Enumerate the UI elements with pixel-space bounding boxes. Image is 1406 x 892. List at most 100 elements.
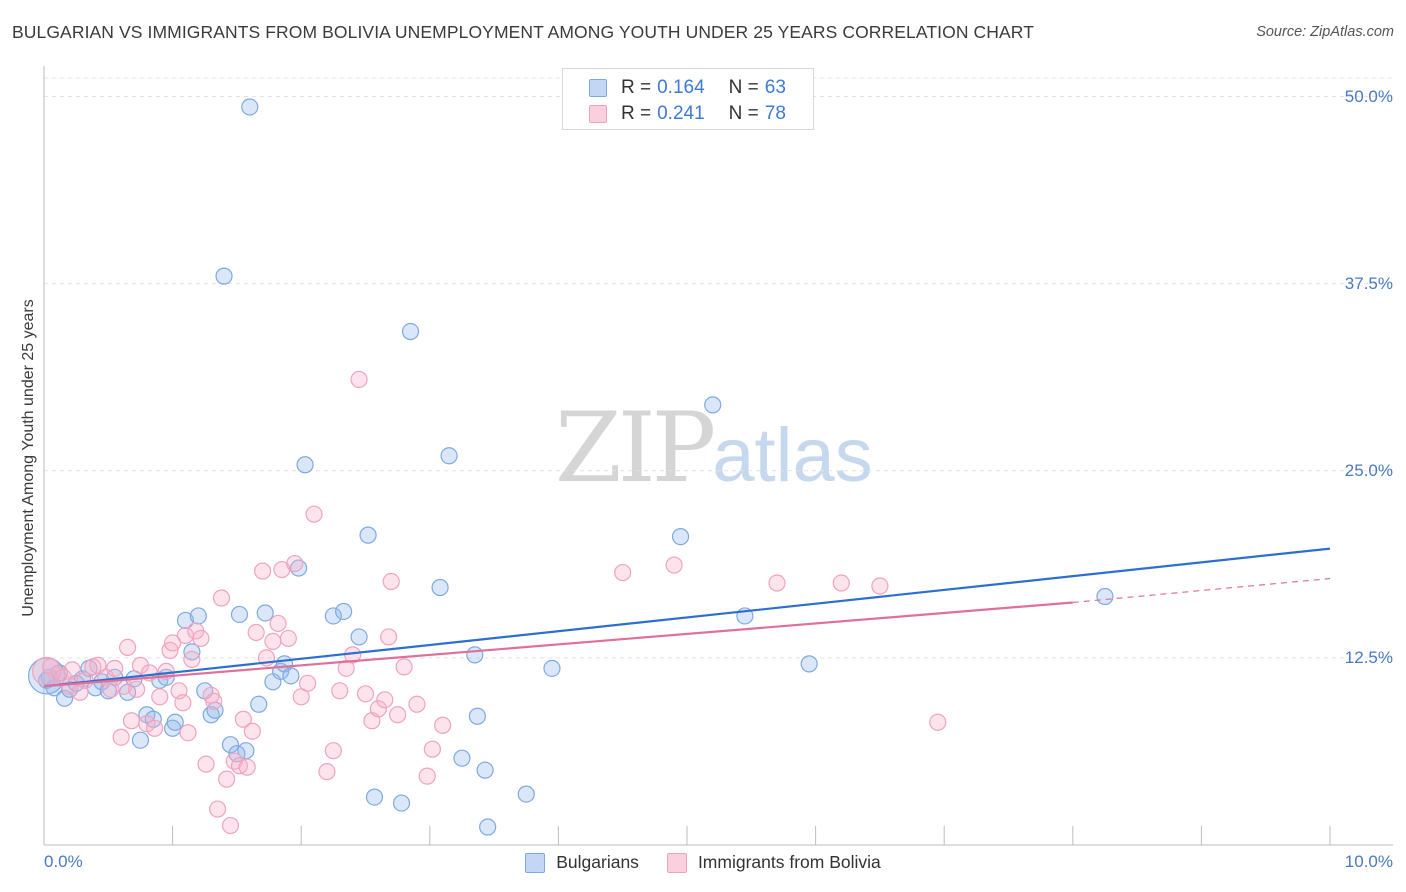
data-point <box>800 655 818 673</box>
data-point <box>305 505 323 523</box>
legend-r-value: 0.241 <box>657 103 705 124</box>
data-point <box>218 770 236 788</box>
data-point <box>131 731 150 749</box>
data-point <box>871 577 889 595</box>
data-point <box>468 707 486 725</box>
data-point <box>665 556 683 574</box>
data-point <box>768 574 786 592</box>
data-point <box>192 629 210 648</box>
legend-r-value: 0.164 <box>657 77 705 98</box>
data-point <box>63 661 81 679</box>
series-bulgarians-points <box>27 98 1114 836</box>
data-point <box>517 785 535 803</box>
data-point <box>279 629 297 648</box>
trend-line-bulgarians <box>43 547 1331 688</box>
legend-swatch-bulgarians <box>589 79 607 97</box>
data-point <box>382 572 400 591</box>
data-point <box>671 528 690 546</box>
data-point <box>256 604 274 622</box>
legend-swatch-bolivia <box>666 852 687 873</box>
data-point <box>359 526 377 544</box>
gridlines <box>44 77 1393 659</box>
series-bolivia-points <box>31 370 947 835</box>
data-point <box>215 267 233 285</box>
data-point <box>145 719 164 737</box>
data-point <box>286 554 304 573</box>
data-point <box>241 98 259 116</box>
data-point <box>197 755 215 773</box>
data-point <box>176 611 195 630</box>
data-point <box>929 713 947 731</box>
data-point <box>238 758 256 776</box>
data-point <box>221 736 240 754</box>
data-point <box>479 818 497 836</box>
y-tick-label: 37.5% <box>1344 273 1393 293</box>
data-point <box>174 694 192 712</box>
legend-item-bulgarians: Bulgarians <box>525 852 639 873</box>
data-point <box>234 710 252 728</box>
data-point <box>401 322 420 341</box>
correlation-legend: R = 0.164 N = 63 R = 0.241 N = 78 <box>562 68 814 130</box>
legend-row-bulgarians: R = 0.164 N = 63 <box>589 77 786 99</box>
data-point <box>369 700 387 718</box>
data-point <box>335 602 353 621</box>
data-point <box>376 691 394 709</box>
trend-lines <box>43 547 1331 688</box>
watermark: ZIPatlas <box>555 400 873 497</box>
data-point <box>299 674 317 692</box>
legend-n-value: 78 <box>764 103 786 124</box>
data-point <box>205 692 223 710</box>
data-point <box>212 589 231 607</box>
data-point <box>331 682 349 700</box>
data-point-cluster <box>31 656 62 686</box>
data-point <box>365 788 384 806</box>
data-point <box>466 646 484 664</box>
legend-r-label: R = <box>621 103 652 124</box>
data-point <box>408 695 426 713</box>
data-point <box>254 562 272 580</box>
data-point <box>431 578 449 597</box>
data-point <box>269 614 287 633</box>
legend-n-value: 63 <box>764 77 786 98</box>
data-point <box>418 767 436 785</box>
chart-source: Source: ZipAtlas.com <box>1256 24 1394 40</box>
legend-swatch-bolivia <box>589 105 607 123</box>
trend-line-bolivia <box>43 601 1073 688</box>
data-point <box>614 563 632 582</box>
y-tick-label: 12.5% <box>1344 647 1393 667</box>
legend-r-label: R = <box>621 77 652 98</box>
data-point <box>122 712 141 730</box>
data-point <box>476 761 494 779</box>
data-point <box>112 728 130 746</box>
legend-n-label: N = <box>728 77 759 98</box>
watermark-zip: ZIP <box>555 392 716 504</box>
data-point <box>350 370 368 389</box>
data-point <box>250 695 268 713</box>
series-legend: Bulgarians Immigrants from Bolivia <box>0 852 1406 873</box>
data-point <box>389 706 407 724</box>
data-point <box>380 628 398 646</box>
data-point <box>434 716 452 734</box>
data-point <box>296 456 314 474</box>
legend-n-label: N = <box>728 103 759 124</box>
legend-label-bolivia: Immigrants from Bolivia <box>697 852 881 872</box>
data-point <box>704 396 722 414</box>
data-point <box>350 628 368 646</box>
data-point <box>89 656 107 674</box>
data-point <box>356 685 375 703</box>
data-point <box>392 794 411 812</box>
axes <box>43 66 1393 846</box>
x-tick-label-min: 0.0% <box>44 852 83 871</box>
data-point <box>324 607 342 625</box>
data-point <box>832 574 850 592</box>
watermark-atlas: atlas <box>712 413 873 498</box>
data-point <box>221 816 240 835</box>
data-point <box>179 724 197 742</box>
data-point <box>440 447 458 465</box>
data-point <box>264 632 282 651</box>
data-point <box>230 605 249 624</box>
data-point <box>118 638 137 656</box>
data-point <box>543 659 561 677</box>
x-tick-label-max: 10.0% <box>1344 852 1393 871</box>
